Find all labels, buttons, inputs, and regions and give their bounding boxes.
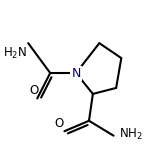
Text: H$_2$N: H$_2$N [3, 46, 27, 61]
Text: NH$_2$: NH$_2$ [119, 127, 143, 142]
Text: N: N [71, 67, 81, 79]
Text: O: O [54, 117, 63, 130]
Text: O: O [29, 84, 39, 97]
